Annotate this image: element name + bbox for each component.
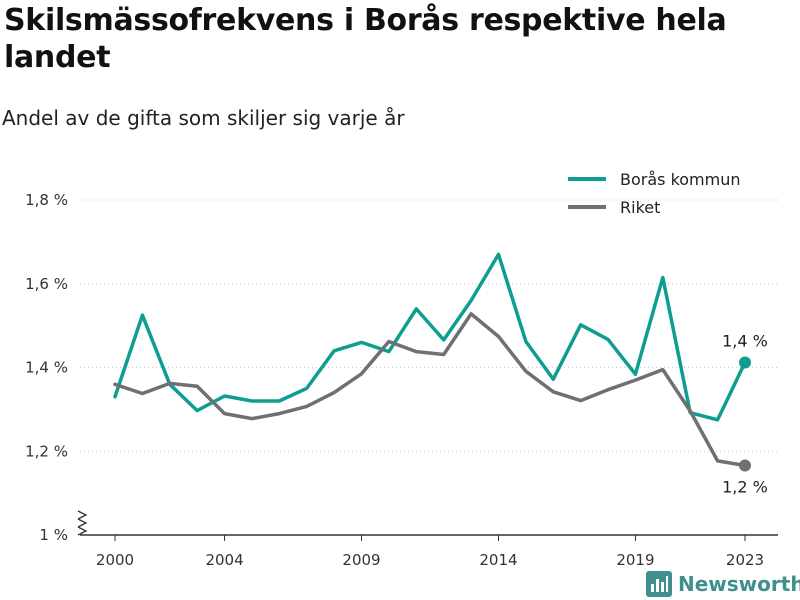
x-tick-label: 2000	[96, 551, 134, 569]
brand-name: Newsworthy	[678, 572, 800, 596]
y-tick-label: 1,2 %	[25, 442, 68, 460]
series-end-point-boras	[739, 356, 751, 369]
series-end-label-boras: 1,4 %	[722, 331, 768, 350]
x-tick-label: 2023	[726, 551, 764, 569]
y-tick-label: 1 %	[39, 526, 68, 544]
chart-title: Skilsmässofrekvens i Borås respektive he…	[4, 3, 727, 75]
x-tick-label: 2009	[342, 551, 380, 569]
x-tick-label: 2014	[479, 551, 517, 569]
y-tick-label: 1,6 %	[25, 275, 68, 293]
y-tick-label: 1,8 %	[25, 191, 68, 209]
y-axis: 1 % 1,2 % 1,4 % 1,6 % 1,8 %	[25, 191, 88, 544]
chart-subtitle: Andel av de gifta som skiljer sig varje …	[2, 106, 405, 130]
x-tick-label: 2004	[205, 551, 243, 569]
x-axis: 2000 2004 2009 2014 2019 2023	[96, 535, 764, 569]
axis-break-marker	[77, 510, 88, 536]
y-tick-label: 1,4 %	[25, 359, 68, 377]
x-tick-label: 2019	[616, 551, 654, 569]
series-lines: 1,4 % 1,2 %	[113, 252, 768, 496]
series-line-riket	[113, 312, 747, 468]
legend-label-boras: Borås kommun	[620, 170, 741, 189]
grid-lines	[80, 199, 778, 536]
brand-logo: Newsworthy	[646, 568, 800, 600]
series-end-point-riket	[739, 459, 751, 472]
legend: Borås kommun Riket	[568, 170, 741, 217]
series-end-label-riket: 1,2 %	[722, 477, 768, 496]
legend-label-riket: Riket	[620, 198, 660, 217]
series-line-boras	[113, 252, 747, 422]
bar-chart-logo-icon	[646, 571, 672, 597]
